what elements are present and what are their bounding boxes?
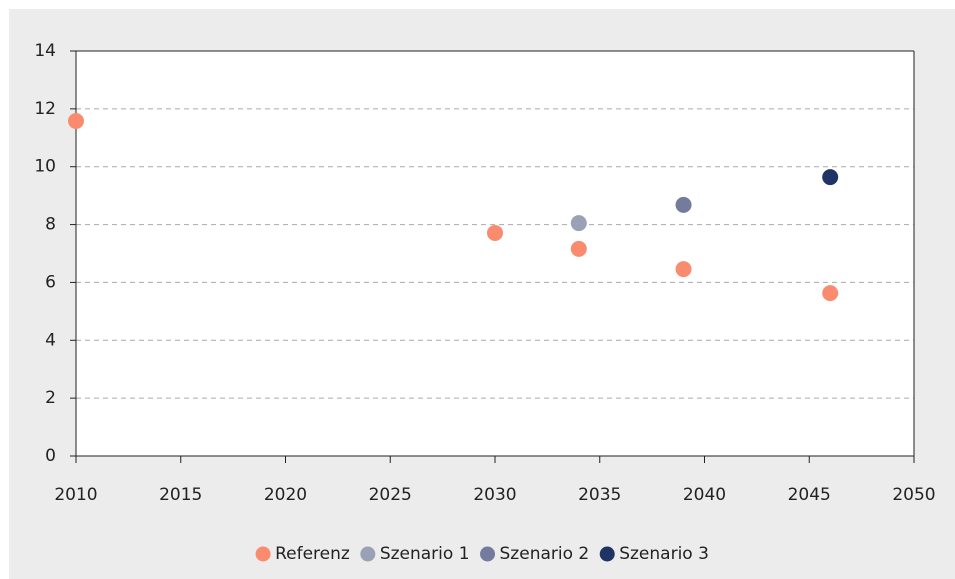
x-tick-label: 2050 <box>892 485 935 505</box>
y-tick-label: 2 <box>45 388 56 408</box>
x-tick-label: 2025 <box>369 485 412 505</box>
x-tick-label: 2040 <box>683 485 726 505</box>
point <box>675 261 692 278</box>
y-tick-label: 8 <box>45 215 56 235</box>
x-tick-label: 2045 <box>788 485 831 505</box>
point <box>822 285 839 302</box>
point <box>675 196 692 213</box>
legend-label: Szenario 3 <box>619 544 709 564</box>
x-tick-label: 2035 <box>578 485 621 505</box>
legend-label: Szenario 2 <box>500 544 590 564</box>
point <box>570 240 587 257</box>
y-tick-label: 10 <box>34 157 56 177</box>
y-tick-label: 6 <box>45 272 56 292</box>
y-tick-label: 12 <box>34 99 56 119</box>
legend-marker <box>255 546 271 562</box>
x-tick-label: 2010 <box>54 485 97 505</box>
legend-marker <box>599 546 615 562</box>
point <box>822 169 839 186</box>
x-tick-label: 2015 <box>159 485 202 505</box>
legend-label: Szenario 1 <box>380 544 470 564</box>
point <box>570 215 587 232</box>
point <box>487 224 503 241</box>
point <box>68 113 84 130</box>
y-tick-label: 4 <box>45 330 56 350</box>
y-tick-label: 0 <box>45 446 56 466</box>
legend-label: Referenz <box>275 544 350 564</box>
legend-marker <box>360 546 376 562</box>
x-tick-label: 2020 <box>264 485 307 505</box>
legend-marker <box>480 546 496 562</box>
x-tick-label: 2030 <box>473 485 516 505</box>
plot-area <box>76 51 914 456</box>
y-tick-label: 14 <box>34 41 56 61</box>
legend: Referenz Szenario 1 Szenario 2 Szenario 3 <box>255 544 709 564</box>
